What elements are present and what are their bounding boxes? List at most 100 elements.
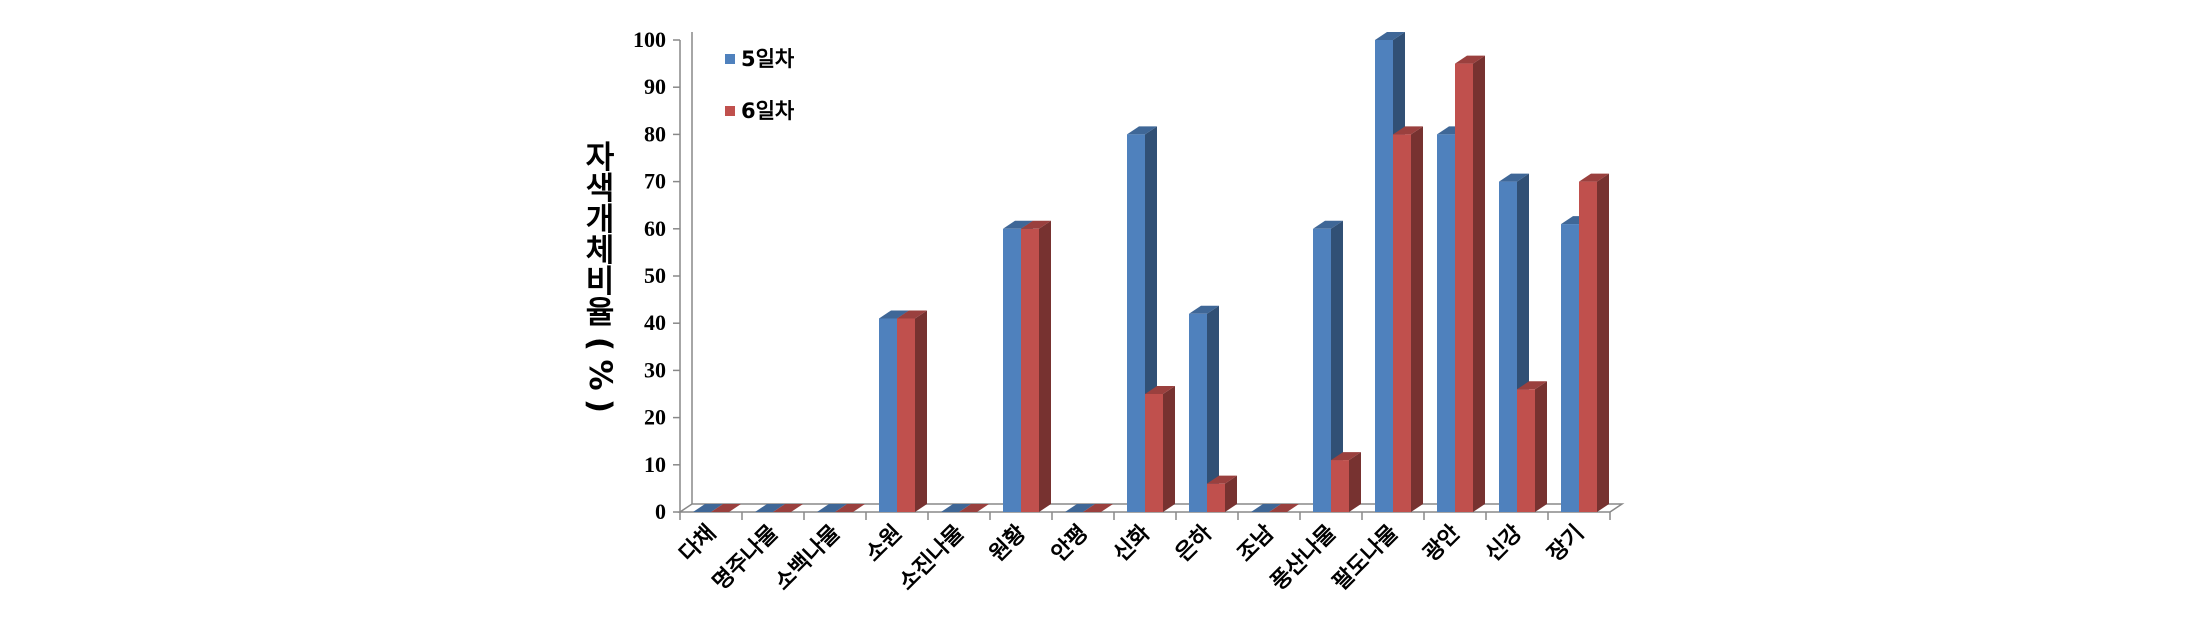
bar-top xyxy=(693,504,723,512)
y-axis-label-char: ( xyxy=(582,337,618,351)
y-tick-label: 10 xyxy=(644,452,666,477)
bar-series2 xyxy=(1021,220,1051,513)
bar-top xyxy=(879,310,909,319)
x-tick-label: 안평 xyxy=(1047,521,1093,567)
x-tick-label: 명주나물 xyxy=(708,521,783,596)
bar-front xyxy=(1375,40,1393,512)
bar-front xyxy=(1021,228,1039,513)
bar-front xyxy=(1579,181,1597,512)
bar-series2 xyxy=(1145,386,1175,512)
bar-front xyxy=(1313,228,1331,513)
bar-top xyxy=(1375,32,1405,40)
bar-series1 xyxy=(1189,305,1219,512)
bar-top xyxy=(1517,381,1547,390)
bar-top xyxy=(1065,504,1095,512)
bar-top xyxy=(1251,504,1281,512)
bar-top xyxy=(1393,126,1423,135)
bar-top xyxy=(1021,220,1051,229)
bar-side xyxy=(1411,126,1423,513)
y-tick-label: 20 xyxy=(644,405,666,430)
bar-series2 xyxy=(1393,126,1423,513)
bar-series2 xyxy=(711,504,741,512)
bar-top xyxy=(959,504,989,512)
bar-series2 xyxy=(1579,173,1609,512)
bar-top xyxy=(1145,386,1175,394)
y-tick-label: 50 xyxy=(644,263,666,288)
x-tick-label: 다채 xyxy=(675,521,721,567)
y-tick-label: 40 xyxy=(644,310,666,335)
bar-series2 xyxy=(897,310,927,512)
bar-series2 xyxy=(1331,452,1361,512)
y-axis-label-char: 자 xyxy=(586,140,615,176)
legend: 5일차 6일차 xyxy=(725,47,795,123)
y-axis-label-char: 율 xyxy=(586,295,615,331)
bar-side xyxy=(1207,305,1219,512)
bar-top xyxy=(1331,452,1361,461)
bar-front xyxy=(1393,134,1411,512)
y-tick-label: 70 xyxy=(644,169,666,194)
y-axis-label-char: ) xyxy=(582,399,618,413)
bar-top xyxy=(1455,55,1485,64)
bar-series1 xyxy=(693,504,723,512)
bar-side xyxy=(1225,475,1237,512)
bar-front xyxy=(1455,63,1473,512)
legend-swatch xyxy=(725,54,735,64)
legend-label: 6일차 xyxy=(741,99,795,123)
bar-front xyxy=(1207,483,1225,512)
bar-front xyxy=(897,318,915,512)
bar-top xyxy=(1499,173,1529,182)
x-tick-label: 소진나물 xyxy=(894,521,969,596)
bar-top xyxy=(1579,173,1609,182)
bar-front xyxy=(1003,228,1021,513)
bar-front xyxy=(1127,134,1145,512)
bar-front xyxy=(1517,389,1535,512)
bar-side xyxy=(1535,381,1547,512)
bar-series2 xyxy=(959,504,989,512)
bar-top xyxy=(755,504,785,512)
bar-side xyxy=(915,310,927,512)
bar-top xyxy=(1189,305,1219,314)
y-tick-label: 60 xyxy=(644,216,666,241)
bar-series1 xyxy=(1313,220,1343,513)
y-tick-label: 100 xyxy=(633,27,666,52)
x-tick-label: 신강 xyxy=(1481,521,1527,567)
bar-side xyxy=(1349,452,1361,512)
y-axis-label-char: % xyxy=(582,359,618,390)
bar-top xyxy=(711,504,741,512)
bar-top xyxy=(1083,504,1113,512)
y-axis-label-char: 개 xyxy=(586,202,615,238)
x-tick-label: 소원 xyxy=(861,521,907,567)
bar-series2 xyxy=(1269,504,1299,512)
bar-series2 xyxy=(773,504,803,512)
x-tick-label: 장기 xyxy=(1543,521,1589,567)
bar-side xyxy=(1473,55,1485,512)
bar-series1 xyxy=(755,504,785,512)
x-tick-label: 소백나물 xyxy=(770,521,845,596)
y-axis-label-char: 색 xyxy=(586,171,615,207)
x-tick-label: 팔도나물 xyxy=(1328,521,1403,596)
y-tick-label: 0 xyxy=(655,499,666,524)
bars xyxy=(693,32,1609,513)
bar-front xyxy=(1189,313,1207,512)
bar-top xyxy=(897,310,927,319)
bar-top xyxy=(1269,504,1299,512)
bar-front xyxy=(1437,134,1455,512)
x-tick-label: 은하 xyxy=(1171,520,1218,567)
x-tick-label: 원황 xyxy=(985,521,1031,567)
y-axis-label-char: 체 xyxy=(586,233,615,269)
y-axis-label-char: 비 xyxy=(586,264,615,300)
bar-side xyxy=(1331,220,1343,513)
bar-top xyxy=(835,504,865,512)
bar-front xyxy=(1145,394,1163,512)
bar-series2 xyxy=(1517,381,1547,512)
bar-front xyxy=(1561,224,1579,512)
legend-swatch xyxy=(725,106,735,116)
bar-top xyxy=(1127,126,1157,135)
bar-side xyxy=(1597,173,1609,512)
bar-series1 xyxy=(817,504,847,512)
y-tick-label: 90 xyxy=(644,74,666,99)
x-tick-label: 신화 xyxy=(1109,521,1155,567)
